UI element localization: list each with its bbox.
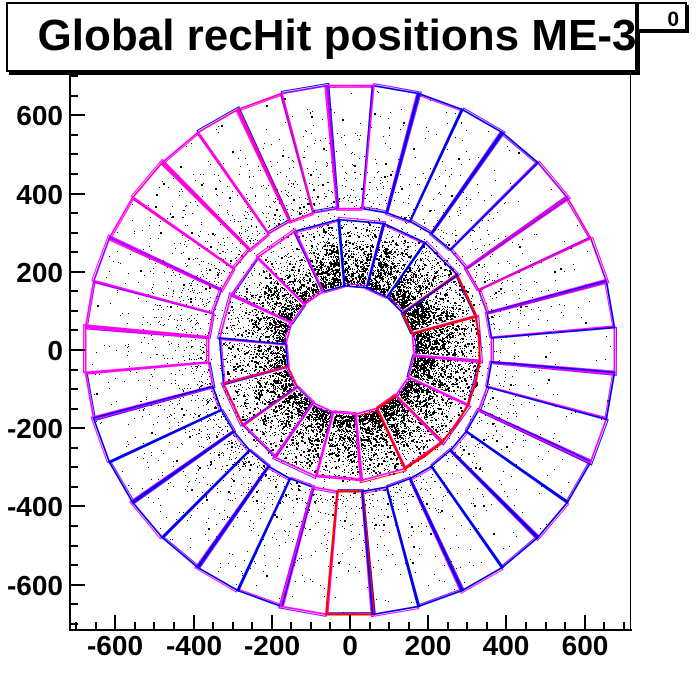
svg-text:400: 400 [16, 179, 63, 210]
svg-text:-400: -400 [7, 491, 63, 522]
svg-text:0: 0 [342, 630, 358, 661]
svg-text:Global recHit positions ME-3: Global recHit positions ME-3 [38, 11, 637, 60]
svg-text:400: 400 [483, 630, 530, 661]
svg-text:-200: -200 [7, 413, 63, 444]
svg-text:200: 200 [405, 630, 452, 661]
svg-text:0: 0 [47, 335, 63, 366]
svg-text:-400: -400 [166, 630, 222, 661]
svg-text:200: 200 [16, 257, 63, 288]
svg-text:0: 0 [667, 8, 679, 31]
svg-text:-600: -600 [7, 570, 63, 601]
svg-text:600: 600 [562, 630, 609, 661]
svg-text:600: 600 [16, 100, 63, 131]
svg-text:-600: -600 [87, 630, 143, 661]
svg-text:-200: -200 [244, 630, 300, 661]
